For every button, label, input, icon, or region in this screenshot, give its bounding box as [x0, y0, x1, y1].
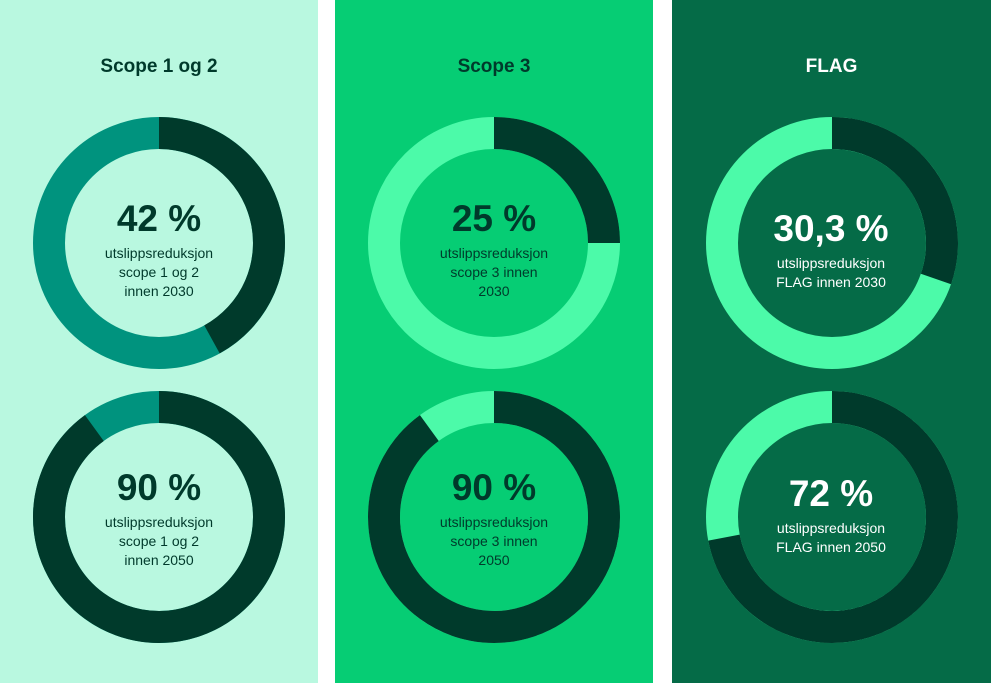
description-line: innen 2030 — [124, 283, 194, 299]
donut-center: 30,3 % utslippsreduksjon FLAG innen 2030 — [711, 207, 951, 292]
donut-value-arc — [708, 391, 958, 643]
percentage-label: 90 % — [451, 467, 537, 508]
panel-scope-1-og-2: Scope 1 og 2 42 % utslippsreduksjon scop… — [0, 0, 318, 683]
panel-title: Scope 1 og 2 — [100, 56, 218, 77]
description-line: scope 1 og 2 — [118, 533, 200, 549]
donut-chart — [706, 391, 958, 643]
donut-center: 90 % utslippsreduksjon scope 1 og 2 inne… — [39, 466, 279, 570]
panel-title: FLAG — [805, 56, 858, 77]
description: utslippsreduksjon FLAG innen 2030 — [711, 254, 951, 292]
description: utslippsreduksjon scope 3 innen 2030 — [374, 244, 614, 301]
percentage-label: 25 % — [451, 198, 537, 239]
percentage-label: 42 % — [116, 198, 202, 239]
description: utslippsreduksjon FLAG innen 2050 — [711, 519, 951, 557]
description: utslippsreduksjon scope 3 innen 2050 — [374, 513, 614, 570]
description-line: innen 2050 — [124, 552, 194, 568]
description-line: scope 3 innen — [450, 533, 538, 549]
description-line: utslippsreduksjon — [776, 255, 886, 271]
donut-chart — [706, 117, 958, 369]
description-line: utslippsreduksjon — [104, 245, 214, 261]
description-line: FLAG innen 2050 — [776, 539, 886, 555]
description-line: utslippsreduksjon — [439, 245, 549, 261]
description-line: scope 1 og 2 — [118, 264, 200, 280]
description: utslippsreduksjon scope 1 og 2 innen 205… — [39, 513, 279, 570]
donut-chart — [33, 117, 285, 369]
donut-chart — [368, 117, 620, 369]
donut-value-arc — [158, 117, 285, 354]
donut-center: 42 % utslippsreduksjon scope 1 og 2 inne… — [39, 197, 279, 301]
percentage-label: 90 % — [116, 467, 202, 508]
panel-title: Scope 3 — [457, 56, 531, 77]
panel-scope-3: Scope 3 25 % utslippsreduksjon scope 3 i… — [335, 0, 653, 683]
description-line: scope 3 innen — [450, 264, 538, 280]
donut-value-arc — [368, 391, 620, 643]
donut-chart — [33, 391, 285, 643]
description-line: FLAG innen 2030 — [776, 274, 886, 290]
percentage-label: 30,3 % — [773, 208, 889, 249]
donut-value-arc — [493, 117, 620, 244]
donut-center: 25 % utslippsreduksjon scope 3 innen 203… — [374, 197, 614, 301]
donut-value-arc — [831, 117, 958, 285]
donut-center: 90 % utslippsreduksjon scope 3 innen 205… — [374, 466, 614, 570]
description-line: utslippsreduksjon — [439, 514, 549, 530]
description-line: utslippsreduksjon — [104, 514, 214, 530]
description-line: utslippsreduksjon — [776, 520, 886, 536]
description-line: 2030 — [478, 283, 510, 299]
percentage-label: 72 % — [788, 473, 874, 514]
description-line: 2050 — [478, 552, 510, 568]
description: utslippsreduksjon scope 1 og 2 innen 203… — [39, 244, 279, 301]
panel-flag: FLAG 30,3 % utslippsreduksjon FLAG innen… — [672, 0, 991, 683]
donut-value-arc — [33, 391, 285, 643]
donut-center: 72 % utslippsreduksjon FLAG innen 2050 — [711, 472, 951, 557]
donut-chart — [368, 391, 620, 643]
